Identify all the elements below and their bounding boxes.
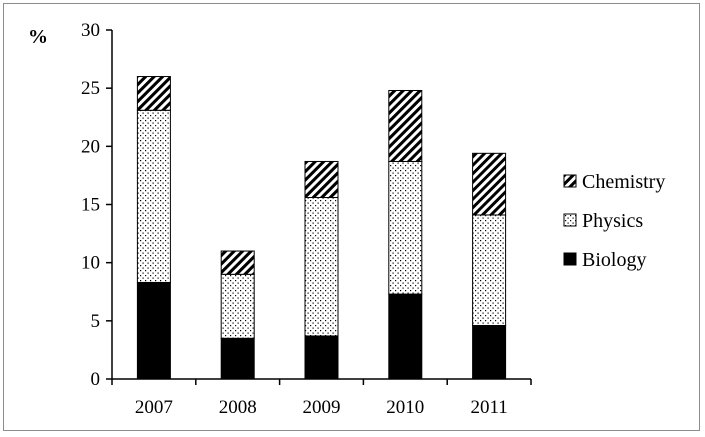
y-tick-label: 0 <box>91 369 101 390</box>
bar-chemistry-2010 <box>388 89 423 162</box>
bar-biology-2010 <box>388 293 423 380</box>
bar-chemistry-2008 <box>220 250 255 275</box>
bar-physics-2007 <box>136 109 171 283</box>
y-tick-label: 10 <box>81 253 100 274</box>
y-tick-label: 20 <box>81 136 100 157</box>
legend: Chemistry Physics Biology <box>563 171 665 271</box>
chart-frame: % 0 5 10 15 20 25 30 2007 2008 2009 2010 2011 Chem… <box>3 3 700 431</box>
bar-biology-2008 <box>220 337 255 380</box>
legend-swatch-physics <box>563 213 577 227</box>
y-tick-label: 30 <box>81 20 100 41</box>
bar-biology-2009 <box>304 335 339 380</box>
legend-label-chemistry: Chemistry <box>582 171 665 193</box>
y-axis-label: % <box>28 26 48 48</box>
x-tick-label: 2009 <box>303 397 341 418</box>
bar-biology-2011 <box>472 324 507 380</box>
legend-swatch-biology <box>563 252 577 266</box>
bars <box>136 76 507 380</box>
x-tick-label: 2011 <box>470 397 507 418</box>
bar-physics-2008 <box>220 273 255 339</box>
x-tick-label: 2007 <box>135 397 173 418</box>
x-tick-label: 2010 <box>386 397 424 418</box>
y-tick-label: 5 <box>91 311 101 332</box>
x-tick-label: 2008 <box>219 397 257 418</box>
bar-physics-2011 <box>472 214 507 326</box>
legend-label-physics: Physics <box>582 210 643 232</box>
bar-biology-2007 <box>136 281 171 380</box>
bar-physics-2009 <box>304 197 339 337</box>
legend-swatch-chemistry <box>563 174 577 188</box>
bar-chemistry-2007 <box>136 76 171 111</box>
bar-chemistry-2011 <box>472 152 507 216</box>
y-tick-label: 15 <box>81 195 100 216</box>
y-tick-label: 25 <box>81 78 100 99</box>
stacked-bar-chart: % 0 5 10 15 20 25 30 2007 2008 2009 2010 2011 Chem… <box>28 20 665 418</box>
x-axis: 2007 2008 2009 2010 2011 <box>111 378 532 418</box>
legend-label-biology: Biology <box>582 249 646 271</box>
y-axis: 0 5 10 15 20 25 30 <box>81 20 113 390</box>
bar-physics-2010 <box>388 160 423 295</box>
bar-chemistry-2009 <box>304 160 339 199</box>
